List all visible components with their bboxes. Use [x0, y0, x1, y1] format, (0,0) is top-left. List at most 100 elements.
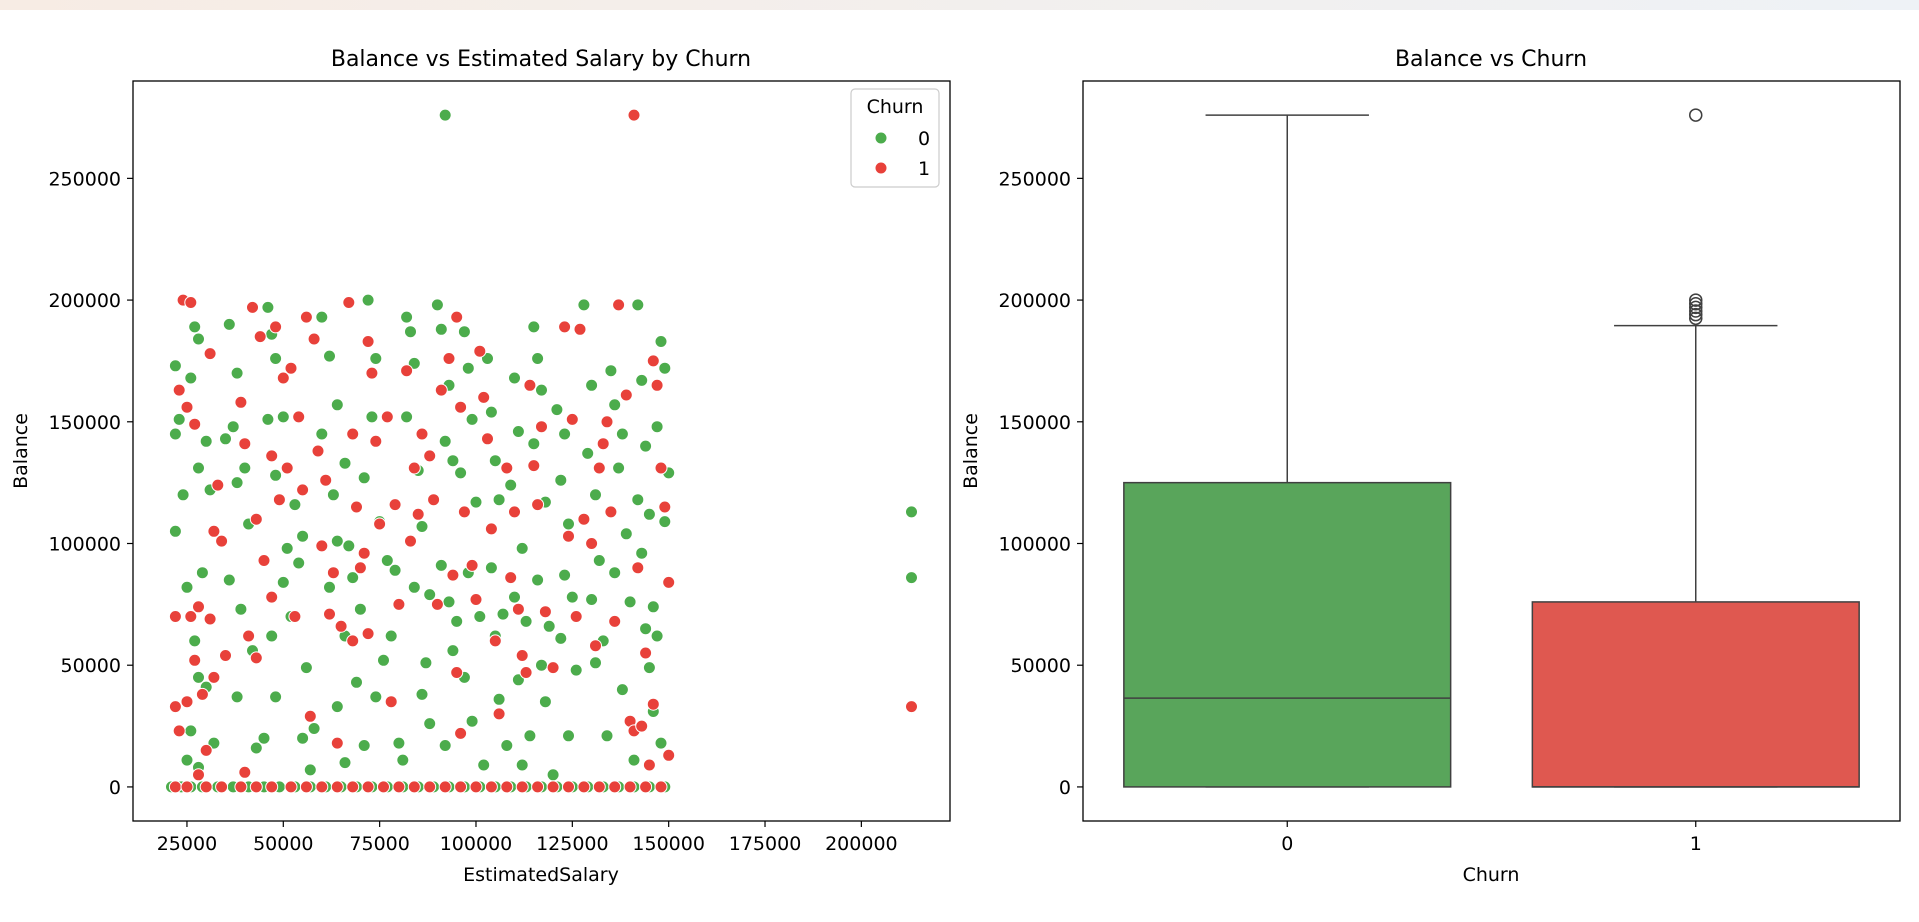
scatter-point-churn-0 — [230, 476, 244, 490]
scatter-point-churn-0 — [627, 753, 641, 767]
scatter-point-churn-0 — [384, 629, 398, 643]
scatter-point-churn-0 — [484, 405, 498, 419]
scatter-point-churn-1 — [299, 780, 313, 794]
scatter-point-churn-0 — [388, 563, 402, 577]
scatter-point-churn-1 — [168, 700, 182, 714]
scatter-point-churn-1 — [650, 378, 664, 392]
scatter-point-churn-0 — [446, 644, 460, 658]
scatter-point-churn-1 — [627, 108, 641, 122]
scatter-point-churn-1 — [642, 758, 656, 772]
scatter-point-churn-0 — [465, 714, 479, 728]
scatter-point-churn-1 — [596, 437, 610, 451]
scatter-point-churn-1 — [215, 780, 229, 794]
scatter-point-churn-0 — [905, 571, 918, 585]
scatter-point-churn-1 — [646, 697, 660, 711]
scatter-point-churn-0 — [527, 320, 541, 334]
scatter-point-churn-1 — [469, 593, 483, 606]
scatter-point-churn-1 — [500, 461, 514, 475]
scatter-point-churn-1 — [604, 505, 618, 519]
scatter-point-churn-1 — [215, 534, 229, 548]
scatter-point-churn-1 — [269, 320, 283, 334]
y-axis-label: Balance — [960, 413, 982, 489]
scatter-point-churn-0 — [377, 653, 390, 667]
scatter-point-churn-0 — [562, 517, 575, 531]
scatter-point-churn-0 — [192, 461, 205, 475]
scatter-point-churn-1 — [253, 330, 267, 344]
scatter-point-churn-1 — [531, 780, 545, 794]
scatter-point-churn-1 — [473, 344, 487, 358]
y-tick-label: 0 — [1059, 777, 1071, 799]
scatter-point-churn-1 — [646, 354, 660, 368]
scatter-point-churn-0 — [315, 427, 329, 441]
scatter-point-churn-0 — [350, 675, 363, 689]
scatter-point-churn-0 — [357, 739, 371, 752]
scatter-point-churn-1 — [623, 780, 637, 794]
scatter-point-churn-0 — [219, 432, 232, 446]
scatter-point-churn-1 — [515, 649, 529, 662]
scatter-point-churn-1 — [442, 352, 456, 365]
scatter-point-churn-1 — [481, 432, 494, 446]
x-axis-label: Churn — [1463, 864, 1520, 886]
scatter-point-churn-1 — [249, 512, 263, 526]
scatter-point-churn-1 — [500, 780, 514, 794]
y-tick-label: 150000 — [998, 412, 1071, 434]
scatter-point-churn-0 — [446, 454, 460, 468]
scatter-point-churn-1 — [346, 780, 360, 794]
scatter-point-churn-0 — [168, 524, 182, 538]
scatter-point-churn-0 — [315, 310, 329, 324]
box-iqr — [1531, 601, 1860, 788]
x-tick-label: 1 — [1690, 833, 1702, 855]
y-tick-label: 50000 — [1011, 655, 1071, 677]
scatter-point-churn-0 — [188, 320, 202, 334]
scatter-point-churn-0 — [353, 602, 367, 616]
scatter-point-churn-0 — [604, 364, 618, 378]
scatter-point-churn-0 — [531, 573, 545, 587]
scatter-point-churn-0 — [269, 468, 283, 482]
scatter-point-churn-1 — [207, 670, 221, 684]
scatter-point-churn-0 — [303, 763, 317, 777]
scatter-point-churn-1 — [380, 410, 394, 424]
scatter-point-churn-1 — [361, 627, 375, 641]
scatter-point-churn-1 — [203, 612, 217, 626]
scatter-point-churn-1 — [415, 427, 429, 441]
scatter-point-churn-1 — [211, 478, 225, 492]
scatter-point-churn-0 — [192, 670, 205, 684]
scatter-point-churn-1 — [276, 371, 290, 385]
scatter-point-churn-1 — [315, 780, 329, 794]
scatter-point-churn-0 — [585, 593, 599, 606]
scatter-point-churn-1 — [619, 388, 633, 402]
scatter-point-churn-1 — [203, 347, 217, 361]
scatter-point-churn-0 — [230, 690, 244, 704]
x-tick-label: 50000 — [253, 833, 313, 855]
scatter-point-churn-1 — [546, 780, 560, 794]
scatter-point-churn-1 — [323, 607, 336, 621]
scatter-point-churn-1 — [307, 332, 321, 346]
scatter-point-churn-0 — [184, 371, 198, 385]
scatter-point-churn-0 — [423, 588, 437, 602]
scatter-point-churn-0 — [434, 322, 448, 336]
scatter-point-churn-0 — [658, 515, 672, 529]
scatter-point-churn-1 — [377, 780, 390, 794]
scatter-point-churn-0 — [654, 335, 668, 348]
chart-title: Balance vs Estimated Salary by Churn — [331, 47, 751, 72]
scatter-point-churn-0 — [639, 622, 653, 636]
x-axis-label: EstimatedSalary — [463, 864, 619, 886]
x-tick-label: 125000 — [536, 833, 609, 855]
scatter-point-churn-1 — [511, 602, 525, 616]
scatter-point-churn-1 — [192, 600, 205, 614]
scatter-point-churn-1 — [280, 461, 294, 475]
scatter-point-churn-1 — [558, 320, 572, 334]
scatter-point-churn-1 — [219, 649, 232, 662]
scatter-point-churn-1 — [573, 322, 587, 336]
scatter-point-churn-1 — [407, 780, 421, 794]
scatter-point-churn-0 — [581, 446, 595, 460]
scatter-point-churn-1 — [546, 661, 560, 675]
scatter-point-churn-0 — [592, 554, 606, 567]
scatter-point-churn-1 — [538, 605, 552, 619]
outlier-point — [1689, 108, 1703, 122]
scatter-point-churn-0 — [299, 661, 313, 675]
scatter-point-churn-1 — [342, 296, 356, 309]
scatter-point-churn-1 — [311, 444, 325, 458]
scatter-point-churn-1 — [446, 568, 460, 582]
